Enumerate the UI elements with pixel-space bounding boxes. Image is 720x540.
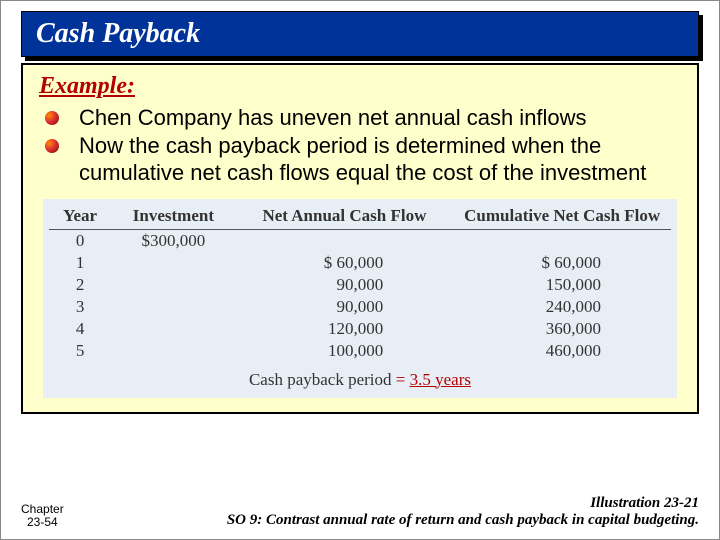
col-net-annual: Net Annual Cash Flow: [236, 203, 454, 230]
cell: [111, 318, 235, 340]
cell: 4: [49, 318, 111, 340]
chapter-label: Chapter 23-54: [21, 503, 64, 529]
cell: 360,000: [453, 318, 671, 340]
cell: 90,000: [236, 296, 454, 318]
cashflow-table: Year Investment Net Annual Cash Flow Cum…: [49, 203, 671, 362]
table-row: 5 100,000 460,000: [49, 340, 671, 362]
table-row: 1 $ 60,000 $ 60,000: [49, 252, 671, 274]
cell: [111, 252, 235, 274]
payback-label: Cash payback period: [249, 370, 392, 389]
col-year: Year: [49, 203, 111, 230]
bullet-icon: [45, 111, 59, 125]
cell: 5: [49, 340, 111, 362]
cell: [111, 274, 235, 296]
cashflow-table-wrap: Year Investment Net Annual Cash Flow Cum…: [43, 199, 677, 398]
study-objective: Illustration 23-21 SO 9: Contrast annual…: [227, 495, 699, 529]
chapter-word: Chapter: [21, 502, 64, 516]
cell: 120,000: [236, 318, 454, 340]
col-cumulative: Cumulative Net Cash Flow: [453, 203, 671, 230]
title-bar: Cash Payback: [21, 11, 699, 57]
cell: [453, 229, 671, 252]
cell: 100,000: [236, 340, 454, 362]
bullet-item: Now the cash payback period is determine…: [45, 132, 681, 187]
table-row: 3 90,000 240,000: [49, 296, 671, 318]
payback-value: 3.5 years: [410, 370, 471, 389]
chapter-number: 23-54: [27, 515, 58, 529]
col-investment: Investment: [111, 203, 235, 230]
cell: $ 60,000: [453, 252, 671, 274]
table-row: 0 $300,000: [49, 229, 671, 252]
cell: 2: [49, 274, 111, 296]
cell: 460,000: [453, 340, 671, 362]
cell: $ 60,000: [236, 252, 454, 274]
bullet-item: Chen Company has uneven net annual cash …: [45, 104, 681, 132]
cell: [111, 296, 235, 318]
example-label: Example:: [39, 73, 681, 100]
cell: [236, 229, 454, 252]
bullet-text: Now the cash payback period is determine…: [79, 132, 681, 187]
payback-eq: =: [396, 370, 406, 389]
so-text: SO 9: Contrast annual rate of return and…: [227, 512, 699, 529]
cell: $300,000: [111, 229, 235, 252]
table-row: 4 120,000 360,000: [49, 318, 671, 340]
cell: 240,000: [453, 296, 671, 318]
payback-period: Cash payback period = 3.5 years: [49, 370, 671, 390]
table-row: 2 90,000 150,000: [49, 274, 671, 296]
cell: 3: [49, 296, 111, 318]
example-box: Example: Chen Company has uneven net ann…: [21, 63, 699, 414]
illustration-ref: Illustration 23-21: [227, 495, 699, 512]
slide-title: Cash Payback: [21, 11, 699, 57]
bullet-icon: [45, 139, 59, 153]
cell: 0: [49, 229, 111, 252]
cell: [111, 340, 235, 362]
cell: 90,000: [236, 274, 454, 296]
cell: 150,000: [453, 274, 671, 296]
bullet-text: Chen Company has uneven net annual cash …: [79, 104, 587, 132]
cell: 1: [49, 252, 111, 274]
